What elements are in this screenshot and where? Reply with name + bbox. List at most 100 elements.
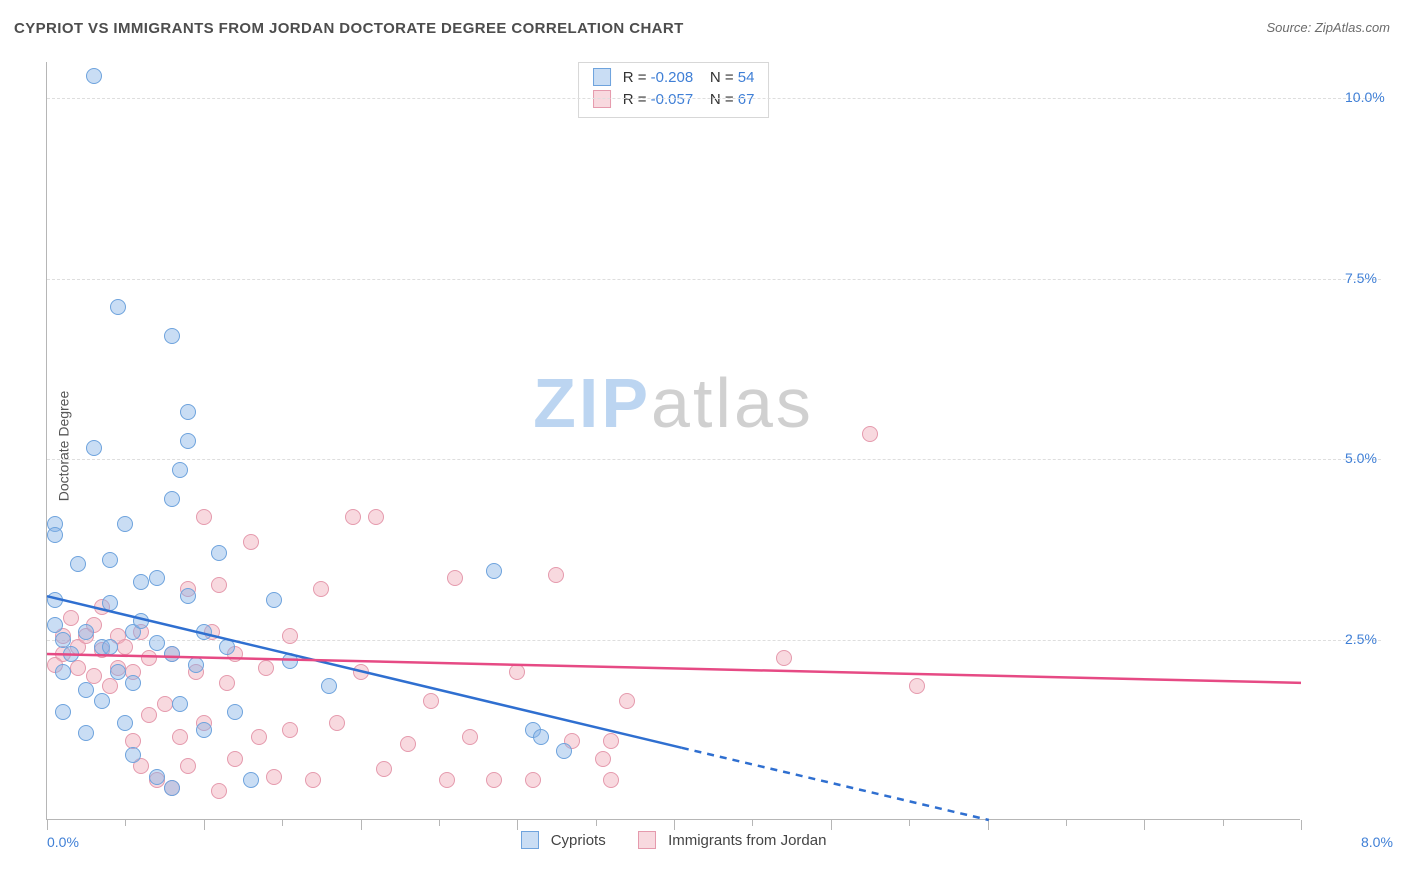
data-point-pink: [509, 664, 525, 680]
trend-lines: [47, 62, 1401, 822]
data-point-pink: [447, 570, 463, 586]
y-tick-label: 5.0%: [1345, 450, 1377, 466]
source-label: Source: ZipAtlas.com: [1266, 20, 1390, 35]
gridline: [47, 279, 1381, 280]
data-point-blue: [219, 639, 235, 655]
n-value-pink: 67: [738, 91, 755, 108]
data-point-pink: [282, 722, 298, 738]
x-tick: [204, 820, 205, 830]
data-point-blue: [47, 527, 63, 543]
data-point-blue: [556, 743, 572, 759]
data-point-blue: [86, 68, 102, 84]
data-point-blue: [117, 715, 133, 731]
x-tick: [361, 820, 362, 830]
data-point-blue: [227, 704, 243, 720]
watermark: ZIPatlas: [533, 363, 814, 443]
data-point-blue: [164, 646, 180, 662]
data-point-blue: [282, 653, 298, 669]
watermark-zip: ZIP: [533, 364, 651, 442]
data-point-pink: [258, 660, 274, 676]
stats-legend: R = -0.208 N = 54 R = -0.057 N = 67: [578, 62, 770, 118]
bottom-legend: Cypriots Immigrants from Jordan: [47, 831, 1300, 849]
data-point-pink: [180, 758, 196, 774]
y-tick-label: 7.5%: [1345, 270, 1377, 286]
legend-item-blue: Cypriots: [521, 832, 610, 849]
y-tick-label: 10.0%: [1345, 89, 1385, 105]
data-point-pink: [172, 729, 188, 745]
r-label: R =: [623, 91, 651, 108]
data-point-pink: [548, 567, 564, 583]
data-point-blue: [110, 664, 126, 680]
data-point-blue: [63, 646, 79, 662]
data-point-pink: [102, 678, 118, 694]
data-point-pink: [266, 769, 282, 785]
data-point-blue: [321, 678, 337, 694]
watermark-atlas: atlas: [651, 364, 814, 442]
data-point-pink: [63, 610, 79, 626]
data-point-blue: [180, 588, 196, 604]
x-tick: [674, 820, 675, 830]
data-point-blue: [70, 556, 86, 572]
data-point-pink: [486, 772, 502, 788]
data-point-pink: [117, 639, 133, 655]
n-value-blue: 54: [738, 69, 755, 86]
legend-label-pink: Immigrants from Jordan: [668, 832, 826, 849]
chart-title: CYPRIOT VS IMMIGRANTS FROM JORDAN DOCTOR…: [14, 20, 684, 37]
x-origin-label: 0.0%: [47, 834, 79, 850]
data-point-blue: [110, 299, 126, 315]
r-value-pink: -0.057: [651, 91, 694, 108]
data-point-pink: [619, 693, 635, 709]
data-point-pink: [603, 733, 619, 749]
x-tick: [47, 820, 48, 830]
data-point-pink: [227, 751, 243, 767]
data-point-pink: [368, 509, 384, 525]
plot-area: ZIPatlas R = -0.208 N = 54 R = -0.057 N …: [46, 62, 1300, 820]
x-tick: [1066, 820, 1067, 826]
swatch-blue: [593, 68, 611, 86]
data-point-blue: [164, 780, 180, 796]
data-point-blue: [211, 545, 227, 561]
data-point-pink: [909, 678, 925, 694]
stats-row-pink: R = -0.057 N = 67: [593, 89, 755, 111]
data-point-pink: [251, 729, 267, 745]
r-value-blue: -0.208: [651, 69, 694, 86]
n-label: N =: [710, 69, 738, 86]
data-point-pink: [219, 675, 235, 691]
swatch-pink: [638, 831, 656, 849]
x-tick: [1223, 820, 1224, 826]
data-point-pink: [141, 650, 157, 666]
data-point-pink: [525, 772, 541, 788]
data-point-pink: [353, 664, 369, 680]
data-point-blue: [102, 639, 118, 655]
data-point-blue: [78, 725, 94, 741]
data-point-blue: [149, 769, 165, 785]
data-point-blue: [266, 592, 282, 608]
data-point-pink: [439, 772, 455, 788]
x-tick: [752, 820, 753, 826]
x-tick: [1144, 820, 1145, 830]
data-point-blue: [172, 462, 188, 478]
data-point-pink: [305, 772, 321, 788]
data-point-blue: [180, 433, 196, 449]
data-point-pink: [211, 577, 227, 593]
data-point-blue: [125, 747, 141, 763]
data-point-blue: [133, 574, 149, 590]
gridline: [47, 640, 1381, 641]
data-point-pink: [400, 736, 416, 752]
data-point-blue: [78, 624, 94, 640]
gridline: [47, 459, 1381, 460]
data-point-blue: [133, 613, 149, 629]
data-point-pink: [423, 693, 439, 709]
gridline: [47, 98, 1381, 99]
x-tick: [831, 820, 832, 830]
y-tick-label: 2.5%: [1345, 631, 1377, 647]
data-point-pink: [70, 660, 86, 676]
header: CYPRIOT VS IMMIGRANTS FROM JORDAN DOCTOR…: [14, 20, 1390, 46]
data-point-blue: [117, 516, 133, 532]
data-point-blue: [55, 704, 71, 720]
x-tick: [988, 820, 989, 830]
x-max-label: 8.0%: [1361, 834, 1393, 850]
x-tick: [909, 820, 910, 826]
data-point-pink: [603, 772, 619, 788]
data-point-pink: [243, 534, 259, 550]
